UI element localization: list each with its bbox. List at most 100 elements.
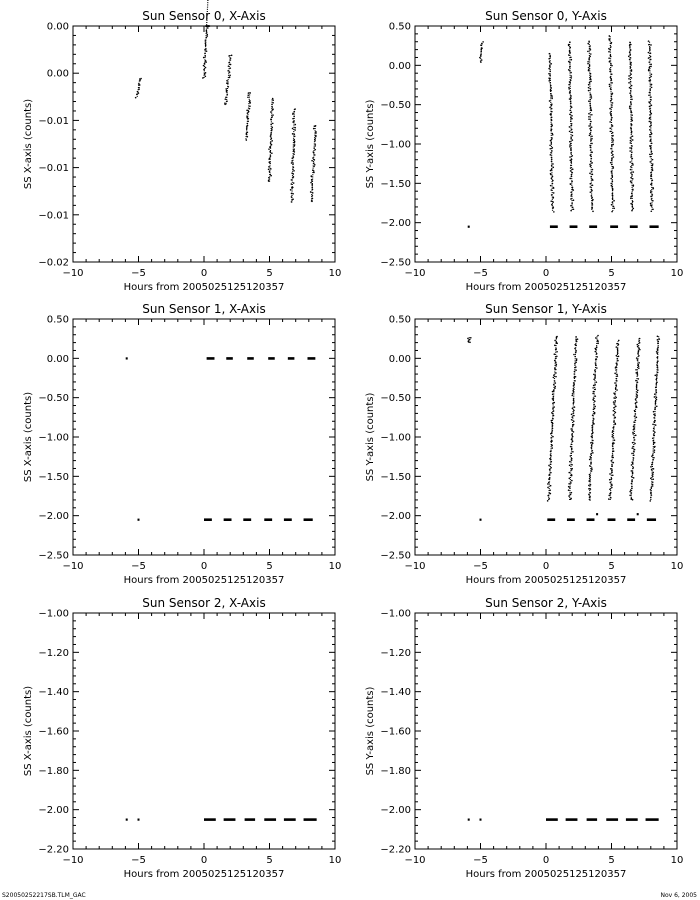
data-point: [228, 55, 230, 57]
data-point: [550, 142, 553, 144]
data-point: [574, 375, 577, 378]
data-point: [569, 100, 572, 103]
data-point: [656, 371, 659, 374]
data-point: [272, 101, 274, 104]
data-point: [569, 105, 572, 107]
data-point: [650, 121, 652, 124]
data-point: [630, 132, 633, 134]
data-point: [610, 73, 613, 76]
data-point: [635, 405, 638, 408]
data-point: [570, 452, 572, 455]
data-point: [632, 445, 634, 448]
data-point: [293, 110, 296, 113]
data-point: [613, 442, 615, 444]
data-point: [225, 96, 227, 99]
data-point: [589, 154, 592, 156]
data-point: [550, 194, 553, 196]
data-point: [636, 359, 639, 361]
data-point: [611, 116, 613, 119]
data-point: [550, 471, 552, 474]
data-point: [570, 116, 572, 119]
data-point: [637, 350, 640, 353]
data-point: [628, 44, 631, 47]
data-point: [552, 166, 555, 169]
data-point: [570, 161, 572, 164]
data-point: [634, 398, 637, 401]
x-tick-label: 0: [543, 855, 549, 866]
data-point: [556, 350, 558, 353]
data-point: [608, 50, 610, 53]
data-point: [272, 99, 274, 102]
x-tick-label: −5: [473, 561, 488, 572]
data-point: [292, 173, 295, 175]
data-point: [293, 144, 296, 146]
data-point: [548, 477, 551, 479]
data-point: [650, 195, 652, 198]
data-point: [612, 437, 615, 439]
data-point: [654, 407, 656, 409]
data-point: [552, 417, 554, 420]
data-point: [608, 83, 611, 86]
data-point: [611, 144, 613, 147]
data-point: [247, 94, 250, 97]
data-point: [311, 183, 314, 186]
data-point: [589, 144, 591, 147]
data-point: [550, 123, 553, 125]
data-point: [650, 477, 652, 480]
data-point: [575, 350, 578, 352]
x-tick-label: 10: [329, 561, 342, 572]
data-point: [567, 489, 570, 491]
data-point: [629, 139, 632, 142]
data-point: [617, 343, 620, 346]
data-point: [549, 56, 552, 58]
data-point: [134, 96, 137, 99]
data-point: [226, 82, 228, 84]
data-point: [569, 142, 572, 145]
x-axis-label: Hours from 2005025125120357: [124, 869, 285, 880]
data-point: [550, 125, 553, 128]
data-point: [569, 177, 572, 180]
data-point: [634, 434, 637, 437]
data-point: [629, 101, 632, 104]
data-point: [269, 146, 271, 148]
data-point: [610, 483, 613, 486]
data-point: [587, 42, 590, 45]
data-point: [590, 444, 593, 447]
data-point: [548, 52, 551, 55]
data-point: [552, 376, 555, 379]
data-point: [292, 112, 294, 115]
data-point: [589, 491, 592, 494]
data-point: [610, 159, 613, 162]
data-point: [616, 375, 619, 377]
data-point: [570, 148, 572, 150]
data-point: [205, 31, 208, 33]
data-point: [549, 84, 552, 87]
data-point: [572, 399, 575, 401]
data-point: [588, 125, 590, 127]
data-point: [590, 97, 593, 99]
data-point: [591, 162, 593, 164]
data-point: [610, 182, 613, 185]
data-point: [650, 463, 653, 466]
data-point: [630, 172, 632, 174]
data-band: [204, 518, 212, 521]
data-point: [268, 176, 270, 179]
data-point: [612, 156, 615, 158]
data-point: [594, 384, 596, 386]
data-point: [555, 348, 558, 350]
data-point: [588, 115, 590, 118]
data-point: [569, 493, 572, 496]
data-point: [630, 130, 633, 133]
data-point: [633, 450, 635, 453]
data-point: [630, 470, 633, 472]
data-point: [549, 457, 551, 460]
data-point: [249, 105, 251, 108]
data-point: [548, 72, 550, 75]
data-point: [608, 85, 611, 88]
data-point: [614, 422, 617, 425]
data-point: [206, 25, 208, 27]
data-point: [592, 392, 594, 395]
chart-panel-1: Sun Sensor 0, Y-Axis −10 −5 0 5 10 −2.50 −2.00 −…: [365, 9, 683, 293]
data-point: [649, 52, 652, 55]
data-point: [634, 419, 637, 422]
